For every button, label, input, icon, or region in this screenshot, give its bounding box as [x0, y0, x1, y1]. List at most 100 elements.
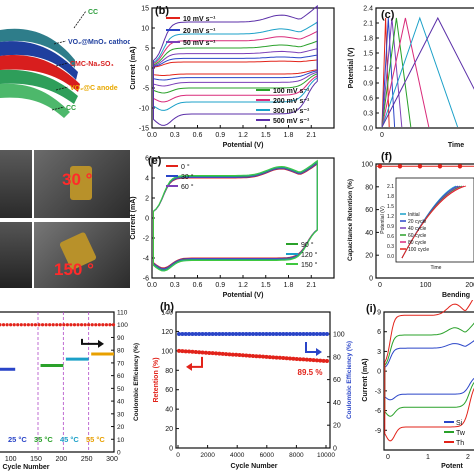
- x-tick-label: 0.3: [170, 282, 180, 289]
- y-axis-label: Current (mA): [130, 196, 137, 239]
- retention-point: [288, 356, 292, 361]
- y-tick-label: 2.1: [363, 21, 373, 28]
- angle-label-150: 150 °: [54, 260, 94, 279]
- y-tick-label: 20: [117, 424, 125, 431]
- y-tick-label: 100: [361, 162, 373, 169]
- y-tick-label: 6: [145, 156, 149, 163]
- ce-point: [210, 332, 215, 336]
- y-tick-label: -5: [143, 86, 149, 93]
- ce-point: [111, 323, 116, 327]
- ce-point: [234, 332, 239, 336]
- temperature-cycle-chart: 0 10 20 30 40 50 60 70 80 90 100 110 100 150 200 250 300…: [0, 310, 140, 471]
- legend-label: 100 mV s⁻¹: [273, 88, 310, 95]
- y-tick-label: 0: [169, 446, 173, 453]
- retention-point: [227, 352, 232, 357]
- y-tick-label: 40: [117, 399, 125, 406]
- retention-point: [224, 352, 229, 357]
- retention-point: [267, 355, 272, 360]
- leader-line: [55, 86, 69, 91]
- ce-point: [277, 332, 282, 336]
- y-tick-label: 40: [365, 230, 373, 237]
- retention-point: [244, 353, 249, 358]
- y-tick-label: 0: [145, 216, 149, 223]
- y-tick-label: 0.0: [363, 126, 373, 133]
- y-tick-label: 60: [365, 207, 373, 214]
- retention-point: [183, 349, 188, 354]
- leader-line: [73, 10, 87, 29]
- y-tick-label: 120: [161, 329, 173, 336]
- ce-point: [230, 332, 235, 336]
- retention-point: [193, 350, 198, 355]
- ce-point: [69, 323, 73, 327]
- ce-point: [190, 332, 195, 336]
- ce-point: [9, 323, 13, 327]
- retention-point: [314, 358, 319, 363]
- ce-point: [79, 323, 84, 327]
- retention-point: [203, 350, 208, 355]
- ce-point: [254, 332, 259, 336]
- x-tick-label: 0.0: [147, 282, 157, 289]
- ce-point: [65, 323, 69, 327]
- retention-point: [304, 357, 309, 362]
- x-axis-label: Potent: [441, 463, 463, 470]
- x-tick-label: 200: [55, 456, 67, 463]
- ce-point: [247, 332, 252, 336]
- x-tick-label: 2: [466, 454, 470, 461]
- x-tick-label: 250: [81, 456, 93, 463]
- x-tick-label: 1.2: [238, 282, 248, 289]
- panel-b-cv-chart: -15 -10 -5 0 5 10 15 0.0 0.3 0.6 0.9 1.2 1.5 1.8 2.1 10…: [126, 0, 344, 150]
- cv-scan-rate-chart: -15 -10 -5 0 5 10 15 0.0 0.3 0.6 0.9 1.2 1.5 1.8 2.1 10…: [130, 4, 335, 149]
- retention-point: [247, 353, 252, 358]
- ce-point: [97, 323, 101, 327]
- legend-label: 20 mV s⁻¹: [183, 28, 216, 35]
- ce-point: [291, 332, 296, 336]
- legend-label: 120 °: [301, 251, 318, 259]
- y-tick-label: 20: [165, 426, 173, 433]
- x-tick-label: 2000: [200, 452, 215, 459]
- x-tick-label: 0: [176, 452, 180, 459]
- ce-point: [200, 332, 205, 336]
- series-cv-chart: -9 -6 -3 0 3 6 9 0 1 2 Si Tw Th (i) Potent Current (mA): [362, 300, 474, 470]
- y-tick-label: 9: [377, 310, 381, 317]
- retention-point: [321, 358, 326, 363]
- device-gold: [70, 166, 92, 200]
- ce-point: [227, 332, 232, 336]
- temp-label: 35 °C: [34, 435, 53, 444]
- y-tick-label: 1.2: [363, 66, 373, 73]
- series-cv-curve: [384, 340, 474, 401]
- gcd-curve: [381, 17, 412, 128]
- x-tick-label: 0.0: [147, 132, 157, 139]
- inset-legend-label: 20 cycle: [408, 219, 427, 225]
- retention-point: [257, 354, 262, 359]
- retention-point: [234, 352, 239, 357]
- retention-point: [311, 358, 316, 363]
- ce-point: [180, 332, 185, 336]
- cv-curve-50: [153, 47, 318, 87]
- axis-arrow: [81, 338, 100, 345]
- x-tick-label: 150: [30, 456, 42, 463]
- plot-frame: [375, 163, 474, 279]
- y-tick-label: -6: [143, 276, 149, 283]
- retention-point: [217, 351, 222, 356]
- y-tick-label-right: 0: [333, 446, 337, 453]
- leader-line: [53, 40, 67, 45]
- y-tick-label: 90: [117, 335, 125, 342]
- retention-point: [397, 164, 403, 169]
- ce-point: [193, 332, 198, 336]
- y-tick-label: 2.4: [363, 6, 373, 13]
- gcd-curve: [381, 17, 396, 128]
- ce-point: [251, 332, 255, 336]
- panel-g-temperature-chart: 0 10 20 30 40 50 60 70 80 90 100 110 100 150 200 250 300…: [0, 300, 150, 474]
- x-tick-label: 8000: [289, 452, 304, 459]
- cv-bending-chart: -6 -4 -2 0 2 4 6 0.0 0.3 0.6 0.9 1.2 1.5 1.8 2.1 0 ° 30 …: [130, 155, 335, 299]
- retention-point: [274, 355, 279, 360]
- y-tick-label: 40: [165, 407, 173, 414]
- ce-point: [187, 332, 192, 336]
- y-axis-label-left: Retention (%): [153, 357, 160, 402]
- retention-point: [220, 351, 225, 356]
- x-tick-label: 0.9: [215, 132, 225, 139]
- y-tick-label: 4: [145, 176, 149, 183]
- y-tick-label-right: 100: [333, 332, 345, 339]
- x-tick-label: 2.1: [306, 282, 316, 289]
- electrolyte-layer: [0, 55, 80, 92]
